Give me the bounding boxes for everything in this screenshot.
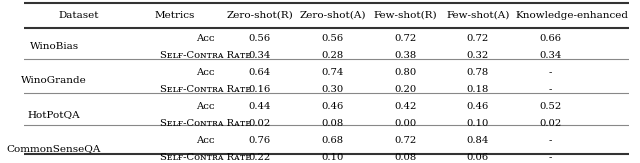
Text: 0.38: 0.38 (394, 51, 417, 60)
Text: Sᴇʟғ-Cᴏɴᴛʀᴀ Rᴀᴛᴇ: Sᴇʟғ-Cᴏɴᴛʀᴀ Rᴀᴛᴇ (160, 153, 251, 162)
Text: Zero-shot(R): Zero-shot(R) (227, 11, 293, 20)
Text: -: - (549, 85, 552, 94)
Text: WinoGrande: WinoGrande (21, 76, 87, 85)
Text: 0.02: 0.02 (249, 119, 271, 128)
Text: 0.34: 0.34 (540, 51, 562, 60)
Text: 0.00: 0.00 (394, 119, 417, 128)
Text: 0.28: 0.28 (321, 51, 344, 60)
Text: 0.84: 0.84 (467, 136, 489, 145)
Text: Aᴄᴄ: Aᴄᴄ (196, 34, 214, 43)
Text: Few-shot(R): Few-shot(R) (373, 11, 437, 20)
Text: 0.64: 0.64 (249, 68, 271, 77)
Text: WinoBias: WinoBias (29, 42, 79, 52)
Text: 0.20: 0.20 (394, 85, 417, 94)
Text: 0.30: 0.30 (321, 85, 344, 94)
Text: 0.74: 0.74 (321, 68, 344, 77)
Text: 0.76: 0.76 (249, 136, 271, 145)
Text: HotPotQA: HotPotQA (28, 110, 81, 119)
Text: 0.22: 0.22 (249, 153, 271, 162)
Text: 0.72: 0.72 (394, 34, 417, 43)
Text: CommonSenseQA: CommonSenseQA (7, 144, 101, 153)
Text: -: - (549, 153, 552, 162)
Text: Sᴇʟғ-Cᴏɴᴛʀᴀ Rᴀᴛᴇ: Sᴇʟғ-Cᴏɴᴛʀᴀ Rᴀᴛᴇ (160, 119, 251, 128)
Text: 0.72: 0.72 (394, 136, 417, 145)
Text: 0.10: 0.10 (467, 119, 489, 128)
Text: 0.52: 0.52 (540, 102, 562, 111)
Text: 0.32: 0.32 (467, 51, 489, 60)
Text: 0.72: 0.72 (467, 34, 489, 43)
Text: 0.80: 0.80 (394, 68, 417, 77)
Text: Aᴄᴄ: Aᴄᴄ (196, 68, 214, 77)
Text: 0.66: 0.66 (540, 34, 561, 43)
Text: -: - (549, 68, 552, 77)
Text: Dataset: Dataset (58, 11, 99, 20)
Text: Zero-shot(A): Zero-shot(A) (300, 11, 366, 20)
Text: -: - (549, 136, 552, 145)
Text: 0.44: 0.44 (249, 102, 271, 111)
Text: 0.10: 0.10 (321, 153, 344, 162)
Text: 0.56: 0.56 (249, 34, 271, 43)
Text: Few-shot(A): Few-shot(A) (446, 11, 509, 20)
Text: Sᴇʟғ-Cᴏɴᴛʀᴀ Rᴀᴛᴇ: Sᴇʟғ-Cᴏɴᴛʀᴀ Rᴀᴛᴇ (160, 85, 251, 94)
Text: Knowledge-enhanced: Knowledge-enhanced (515, 11, 628, 20)
Text: Metrics: Metrics (155, 11, 195, 20)
Text: 0.56: 0.56 (321, 34, 344, 43)
Text: 0.08: 0.08 (394, 153, 417, 162)
Text: 0.06: 0.06 (467, 153, 489, 162)
Text: 0.16: 0.16 (249, 85, 271, 94)
Text: 0.08: 0.08 (321, 119, 344, 128)
Text: 0.68: 0.68 (321, 136, 344, 145)
Text: 0.34: 0.34 (249, 51, 271, 60)
Text: 0.78: 0.78 (467, 68, 489, 77)
Text: Aᴄᴄ: Aᴄᴄ (196, 136, 214, 145)
Text: Sᴇʟғ-Cᴏɴᴛʀᴀ Rᴀᴛᴇ: Sᴇʟғ-Cᴏɴᴛʀᴀ Rᴀᴛᴇ (160, 51, 251, 60)
Text: 0.42: 0.42 (394, 102, 417, 111)
Text: 0.46: 0.46 (321, 102, 344, 111)
Text: Aᴄᴄ: Aᴄᴄ (196, 102, 214, 111)
Text: 0.18: 0.18 (467, 85, 489, 94)
Text: 0.02: 0.02 (540, 119, 562, 128)
Text: 0.46: 0.46 (467, 102, 489, 111)
